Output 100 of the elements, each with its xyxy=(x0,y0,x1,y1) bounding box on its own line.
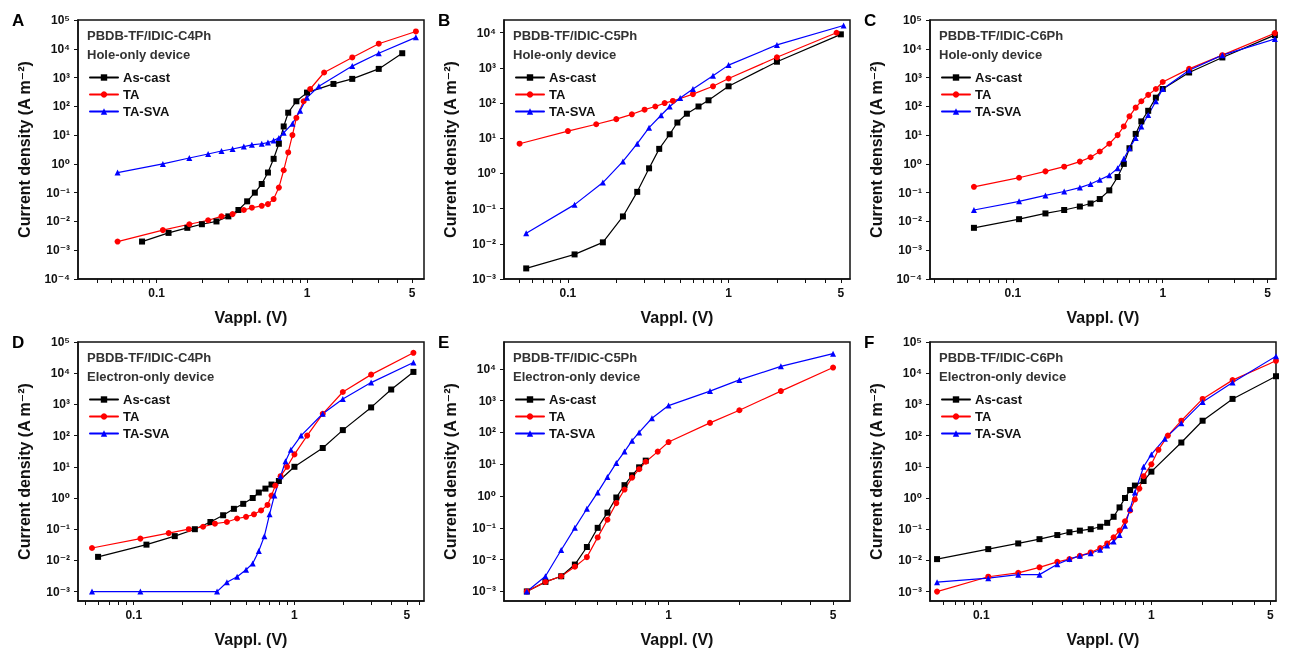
text: Hole-only device xyxy=(513,47,617,62)
y-tick-label: 10⁻³ xyxy=(472,584,496,599)
y-tick-label: 10³ xyxy=(52,397,70,412)
y-tick-label: 10⁻¹ xyxy=(898,522,922,537)
x-tick-label: 1 xyxy=(665,608,673,622)
legend-label: TA-SVA xyxy=(549,104,597,119)
y-tick-label: 10⁵ xyxy=(903,13,922,27)
x-tick-label: 5 xyxy=(408,286,416,300)
legend-label: TA xyxy=(975,87,992,102)
x-axis-title: Vappl. (V) xyxy=(1066,630,1140,648)
y-axis-title: Current density (A m⁻²) xyxy=(867,383,885,560)
y-tick-label: 10² xyxy=(478,425,496,440)
y-tick-label: 10⁴ xyxy=(50,366,71,381)
text: Electron-only device xyxy=(939,369,1067,384)
text: PBDB-TF/IDIC-C6Ph xyxy=(939,28,1064,43)
x-axis-title: Vappl. (V) xyxy=(1066,308,1140,326)
x-tick-label: 5 xyxy=(829,608,837,622)
text: Electron-only device xyxy=(513,369,641,384)
text: E xyxy=(438,333,450,352)
y-tick-label: 10⁵ xyxy=(903,335,922,349)
y-tick-label: 10⁻² xyxy=(472,236,496,251)
x-tick-label: 5 xyxy=(1266,608,1274,622)
y-axis-title: Current density (A m⁻²) xyxy=(867,61,885,238)
x-tick-label: 1 xyxy=(725,286,733,300)
y-tick-label: 10¹ xyxy=(478,457,496,472)
y-tick-label: 10¹ xyxy=(904,459,922,474)
y-axis-title: Current density (A m⁻²) xyxy=(441,383,459,560)
legend-label: TA xyxy=(549,87,566,102)
text: PBDB-TF/IDIC-C5Ph xyxy=(513,28,638,43)
y-axis-title: Current density (A m⁻²) xyxy=(441,61,459,238)
y-tick-label: 10³ xyxy=(52,70,70,85)
y-tick-label: 10⁴ xyxy=(476,25,497,40)
y-tick-label: 10⁴ xyxy=(476,361,497,376)
y-axis-title: Current density (A m⁻²) xyxy=(15,383,33,560)
x-axis-title: Vappl. (V) xyxy=(214,308,288,326)
y-tick-label: 10¹ xyxy=(478,131,496,146)
y-axis-title: Current density (A m⁻²) xyxy=(15,61,33,238)
x-tick-label: 1 xyxy=(1148,608,1156,622)
text: Electron-only device xyxy=(87,369,215,384)
y-tick-label: 10⁻¹ xyxy=(46,185,70,200)
y-tick-label: 10⁻² xyxy=(46,553,70,568)
y-tick-label: 10³ xyxy=(478,60,496,75)
legend-label: TA xyxy=(549,409,566,424)
text: A xyxy=(12,11,25,30)
y-tick-label: 10⁻² xyxy=(472,552,496,567)
x-axis-title: Vappl. (V) xyxy=(214,630,288,648)
text: PBDB-TF/IDIC-C4Ph xyxy=(87,350,212,365)
text: D xyxy=(12,333,25,352)
text: PBDB-TF/IDIC-C5Ph xyxy=(513,350,638,365)
y-tick-label: 10² xyxy=(52,99,70,114)
x-tick-label: 1 xyxy=(291,608,299,622)
text: B xyxy=(438,11,451,30)
legend-label: As-cast xyxy=(975,392,1023,407)
x-tick-label: 0.1 xyxy=(972,608,990,622)
legend-label: As-cast xyxy=(123,70,171,85)
y-tick-label: 10⁴ xyxy=(902,41,923,56)
y-tick-label: 10⁻¹ xyxy=(472,201,496,216)
y-tick-label: 10³ xyxy=(904,397,922,412)
text: F xyxy=(864,333,875,352)
x-axis-title: Vappl. (V) xyxy=(640,630,714,648)
legend-label: As-cast xyxy=(975,70,1023,85)
x-tick-label: 1 xyxy=(303,286,311,300)
y-tick-label: 10¹ xyxy=(52,128,70,143)
x-tick-label: 0.1 xyxy=(148,286,166,300)
y-tick-label: 10⁻³ xyxy=(46,584,70,599)
x-tick-label: 5 xyxy=(1264,286,1272,300)
y-tick-label: 10⁻¹ xyxy=(46,522,70,537)
text: Hole-only device xyxy=(87,47,191,62)
y-tick-label: 10³ xyxy=(904,70,922,85)
legend-label: As-cast xyxy=(549,70,597,85)
x-tick-label: 0.1 xyxy=(559,286,577,300)
x-tick-label: 5 xyxy=(403,608,411,622)
y-tick-label: 10² xyxy=(52,428,70,443)
y-tick-label: 10⁻³ xyxy=(898,243,922,258)
y-tick-label: 10⁻⁴ xyxy=(44,272,71,286)
y-tick-label: 10⁰ xyxy=(903,491,922,505)
y-tick-label: 10⁻³ xyxy=(46,243,70,258)
y-tick-label: 10⁻³ xyxy=(472,272,496,286)
y-tick-label: 10⁻² xyxy=(898,214,922,229)
y-tick-label: 10⁰ xyxy=(51,491,70,505)
text: C xyxy=(864,11,877,30)
y-tick-label: 10⁰ xyxy=(51,156,70,171)
y-tick-label: 10⁰ xyxy=(477,489,496,504)
y-tick-label: 10¹ xyxy=(52,459,70,474)
y-tick-label: 10⁻² xyxy=(46,214,70,229)
y-tick-label: 10⁵ xyxy=(51,335,70,349)
y-tick-label: 10⁵ xyxy=(51,13,70,27)
text: Hole-only device xyxy=(939,47,1043,62)
legend-label: TA-SVA xyxy=(549,426,597,441)
y-tick-label: 10⁻³ xyxy=(898,584,922,599)
legend-label: TA xyxy=(123,87,140,102)
y-tick-label: 10⁰ xyxy=(903,156,922,171)
x-tick-label: 5 xyxy=(837,286,845,300)
legend-label: TA-SVA xyxy=(123,104,171,119)
y-tick-label: 10⁻² xyxy=(898,553,922,568)
x-tick-label: 0.1 xyxy=(125,608,143,622)
y-tick-label: 10² xyxy=(904,428,922,443)
y-tick-label: 10⁴ xyxy=(902,366,923,381)
legend-label: As-cast xyxy=(549,392,597,407)
y-tick-label: 10² xyxy=(478,96,496,111)
